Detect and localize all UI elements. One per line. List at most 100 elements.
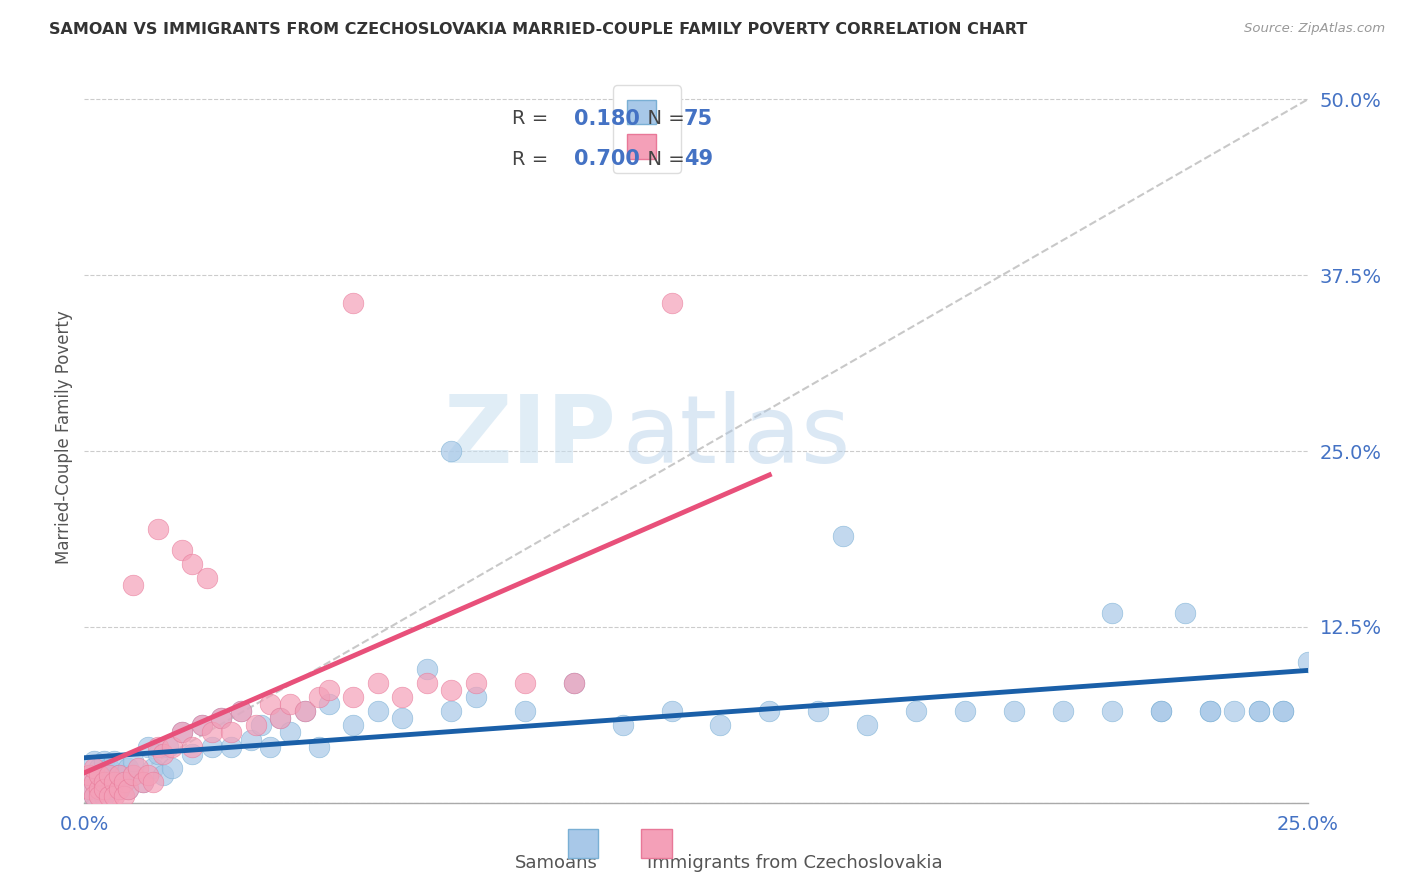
Point bbox=[856, 718, 879, 732]
Point bbox=[1296, 655, 1319, 669]
Point bbox=[1150, 705, 1173, 719]
Point bbox=[117, 781, 139, 796]
Point bbox=[87, 767, 110, 781]
Point bbox=[1052, 705, 1074, 719]
Point bbox=[136, 739, 159, 754]
Text: Immigrants from Czechoslovakia: Immigrants from Czechoslovakia bbox=[647, 854, 942, 872]
Point bbox=[1247, 705, 1270, 719]
Point bbox=[464, 676, 486, 690]
Text: 0.180: 0.180 bbox=[574, 109, 640, 129]
Point bbox=[209, 711, 232, 725]
Point bbox=[83, 761, 105, 775]
Point bbox=[318, 698, 340, 712]
Text: 49: 49 bbox=[683, 149, 713, 169]
Point bbox=[122, 754, 145, 768]
Point bbox=[103, 774, 125, 789]
Point bbox=[142, 761, 165, 775]
Point bbox=[83, 789, 105, 803]
Point bbox=[83, 774, 105, 789]
Point bbox=[318, 683, 340, 698]
Point bbox=[122, 767, 145, 781]
Point bbox=[831, 528, 853, 542]
Text: atlas: atlas bbox=[623, 391, 851, 483]
Point bbox=[195, 571, 218, 585]
Point bbox=[249, 718, 271, 732]
Point bbox=[1198, 705, 1220, 719]
Point bbox=[440, 705, 463, 719]
Point bbox=[661, 705, 683, 719]
Point bbox=[112, 774, 135, 789]
Text: Samoans: Samoans bbox=[515, 854, 598, 872]
Text: N =: N = bbox=[636, 150, 690, 169]
Point bbox=[93, 781, 115, 796]
FancyBboxPatch shape bbox=[641, 830, 672, 858]
Point bbox=[294, 705, 316, 719]
Point bbox=[77, 767, 100, 781]
Point bbox=[308, 690, 330, 705]
Point bbox=[1150, 705, 1173, 719]
Legend: , : , bbox=[613, 86, 682, 173]
Point bbox=[229, 705, 252, 719]
Point bbox=[107, 767, 129, 781]
Point bbox=[219, 725, 242, 739]
Point bbox=[87, 789, 110, 803]
Point bbox=[1002, 705, 1025, 719]
Text: ZIP: ZIP bbox=[443, 391, 616, 483]
Point bbox=[117, 781, 139, 796]
Point bbox=[103, 754, 125, 768]
Point bbox=[391, 690, 413, 705]
Point bbox=[87, 767, 110, 781]
Point bbox=[278, 698, 301, 712]
Point bbox=[1198, 705, 1220, 719]
Point bbox=[83, 789, 105, 803]
Point bbox=[103, 774, 125, 789]
Point bbox=[269, 711, 291, 725]
Point bbox=[308, 739, 330, 754]
Point bbox=[1272, 705, 1295, 719]
Point bbox=[83, 774, 105, 789]
Point bbox=[229, 705, 252, 719]
Point bbox=[87, 761, 110, 775]
Point bbox=[807, 705, 830, 719]
Point bbox=[97, 789, 120, 803]
Point bbox=[200, 725, 222, 739]
Point bbox=[1174, 606, 1197, 620]
Point bbox=[152, 767, 174, 781]
Point bbox=[172, 725, 194, 739]
Point bbox=[112, 767, 135, 781]
Point bbox=[342, 690, 364, 705]
Point bbox=[103, 789, 125, 803]
Point bbox=[661, 296, 683, 310]
Point bbox=[259, 739, 281, 754]
Point bbox=[440, 444, 463, 458]
Point bbox=[953, 705, 976, 719]
Point bbox=[513, 705, 536, 719]
Point bbox=[391, 711, 413, 725]
Point bbox=[1272, 705, 1295, 719]
Point bbox=[181, 557, 204, 571]
Point bbox=[1101, 606, 1123, 620]
FancyBboxPatch shape bbox=[568, 830, 598, 858]
Point bbox=[709, 718, 731, 732]
Point bbox=[464, 690, 486, 705]
Point bbox=[219, 739, 242, 754]
Point bbox=[513, 676, 536, 690]
Point bbox=[77, 781, 100, 796]
Point bbox=[1101, 705, 1123, 719]
Point bbox=[172, 542, 194, 557]
Point bbox=[162, 739, 184, 754]
Point bbox=[93, 774, 115, 789]
Point bbox=[117, 761, 139, 775]
Point bbox=[562, 676, 585, 690]
Point bbox=[112, 774, 135, 789]
Point bbox=[77, 781, 100, 796]
Point bbox=[416, 676, 439, 690]
Point bbox=[156, 739, 179, 754]
Point bbox=[107, 767, 129, 781]
Point bbox=[97, 761, 120, 775]
Point bbox=[146, 747, 169, 761]
Point bbox=[905, 705, 928, 719]
Point bbox=[1223, 705, 1246, 719]
Point bbox=[181, 747, 204, 761]
Point bbox=[93, 789, 115, 803]
